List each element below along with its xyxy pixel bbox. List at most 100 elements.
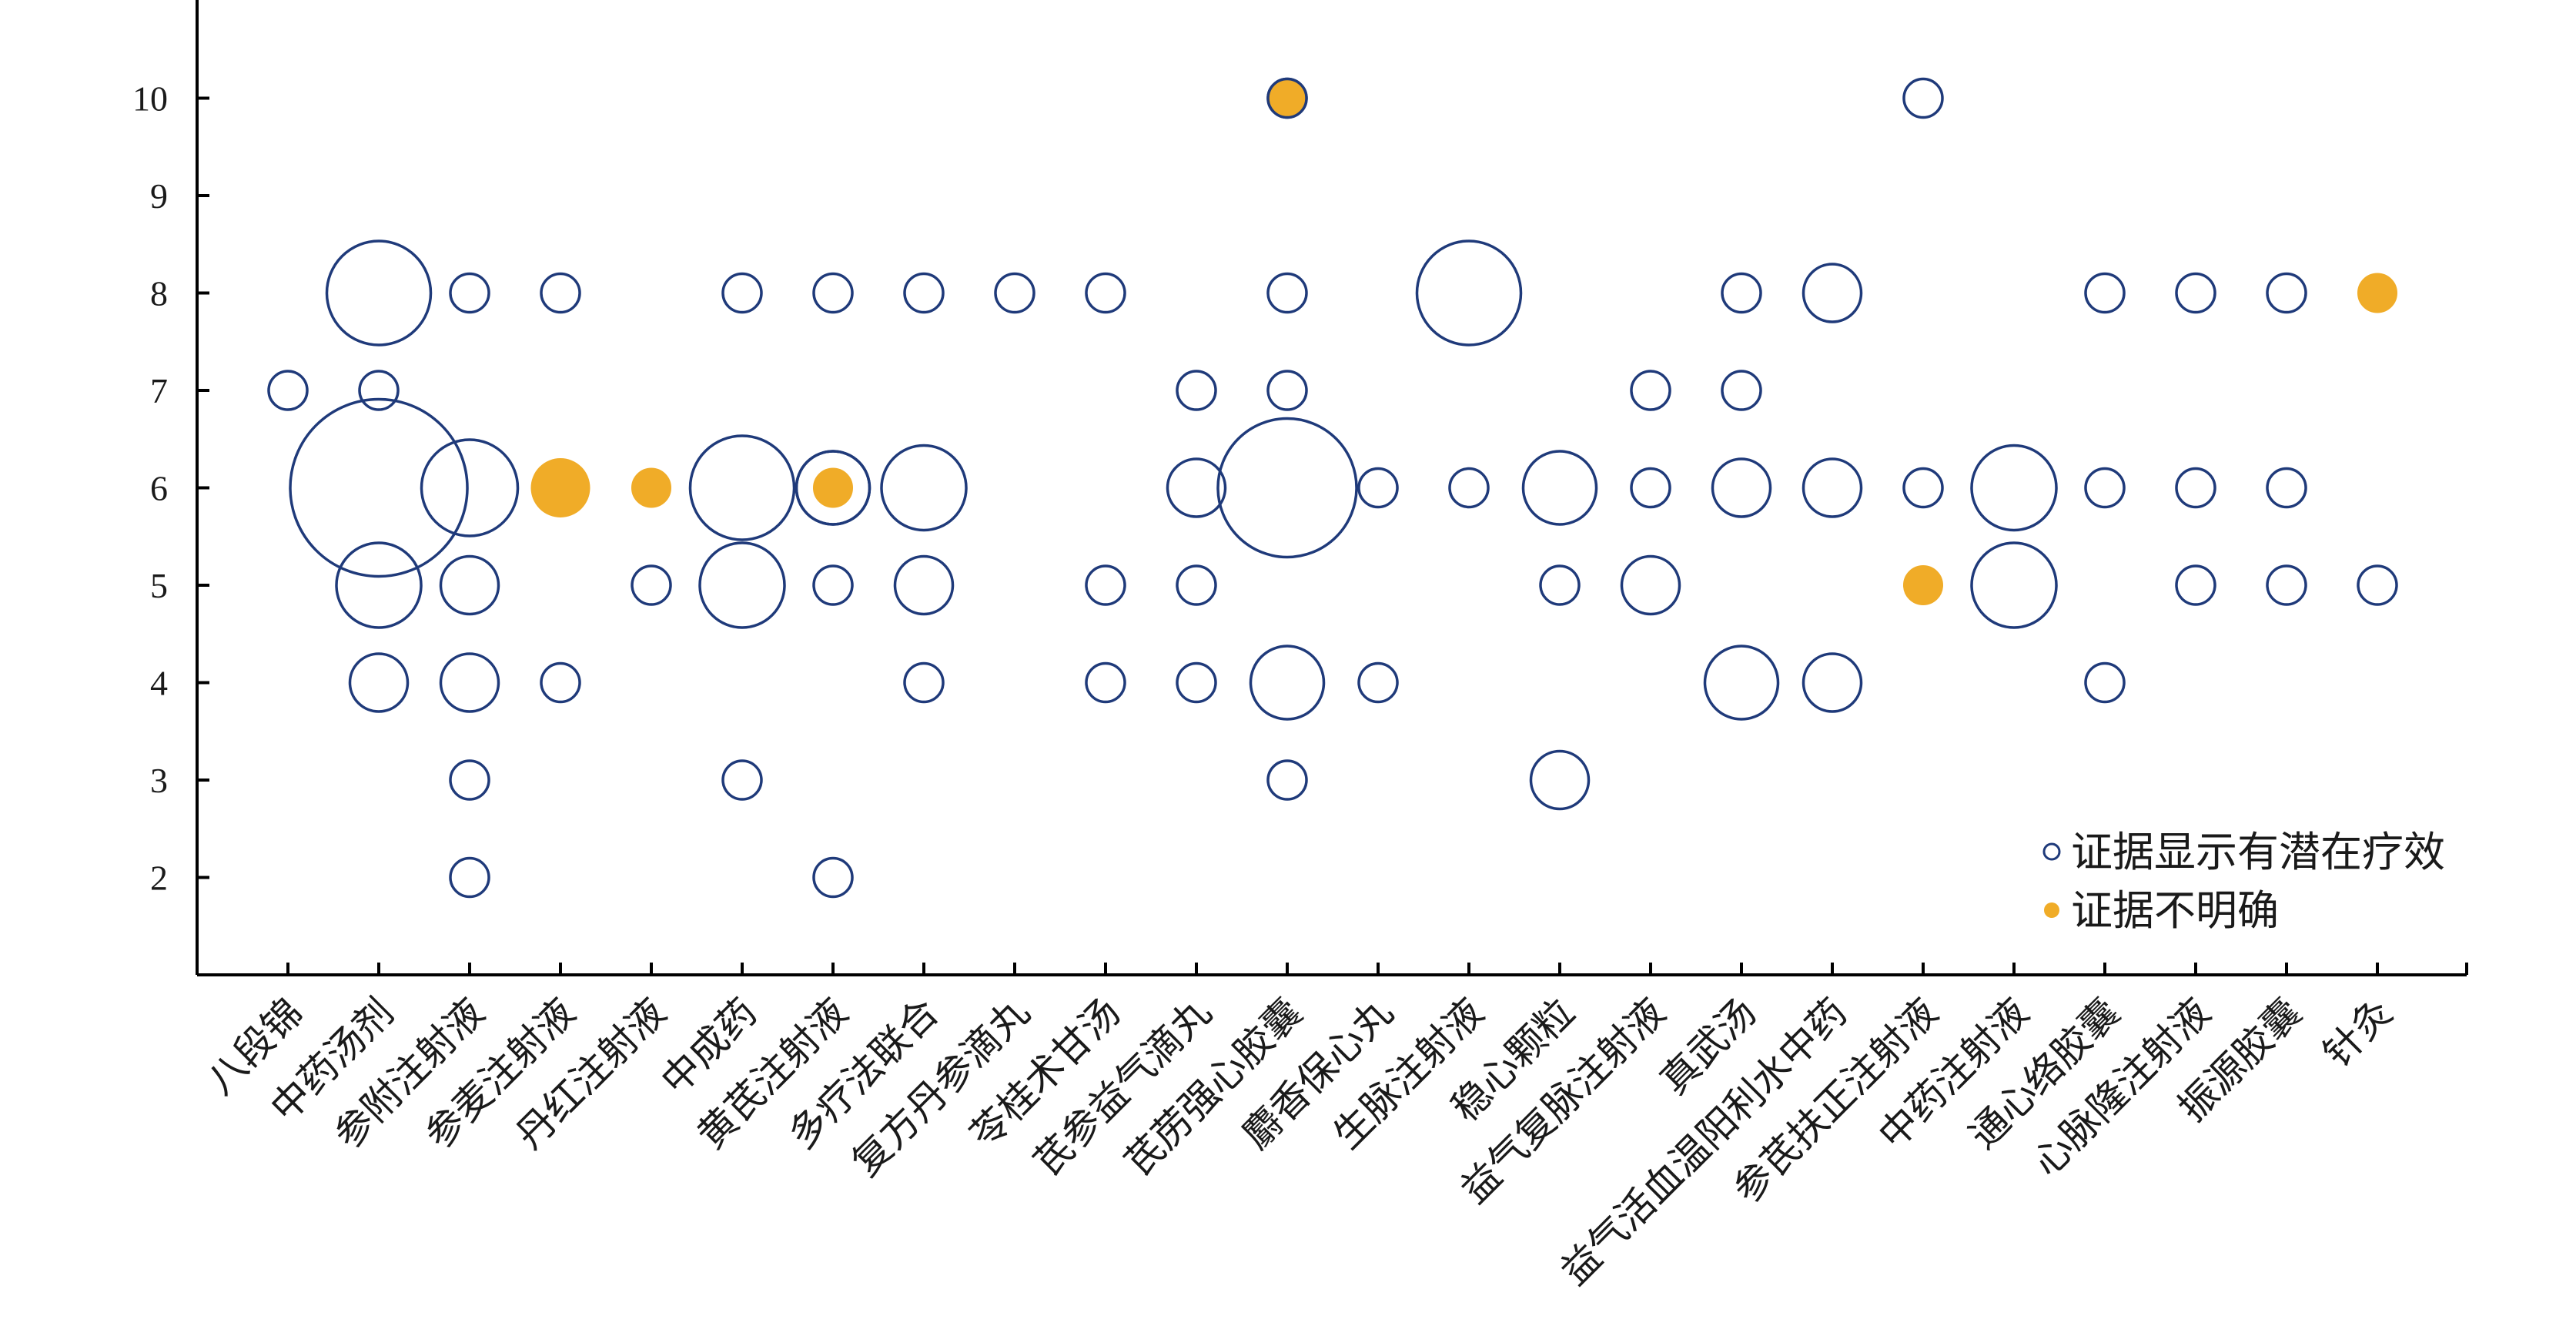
- bubble-potential: [1176, 564, 1217, 606]
- y-ticks: 2 3 4 5 6 7 8 9 10: [132, 79, 209, 898]
- bubble-unclear: [631, 467, 671, 508]
- bubble-potential: [698, 541, 786, 629]
- bubble-potential: [1970, 444, 2058, 532]
- bubble-potential: [1721, 370, 1762, 411]
- bubble-potential: [1085, 272, 1126, 314]
- x-tick-labels: 八段锦中药汤剂参附注射液参麦注射液丹红注射液中成药黄芪注射液多疗法联合复方丹参滴…: [198, 989, 2400, 1294]
- bubble-potential: [1266, 272, 1308, 314]
- bubble-potential: [1266, 759, 1308, 801]
- bubble-potential: [812, 564, 854, 606]
- legend-label-potential: 证据显示有潜在疗效: [2071, 828, 2445, 876]
- bubble-potential: [1630, 370, 1671, 411]
- bubble-potential: [1357, 661, 1399, 704]
- bubble-potential: [2266, 564, 2307, 606]
- bubble-potential: [335, 541, 423, 629]
- bubble-potential: [449, 272, 490, 314]
- bubble-potential: [267, 370, 309, 411]
- bubble-potential: [540, 272, 581, 314]
- bubble-potential: [1176, 370, 1217, 411]
- legend-marker-potential: [2042, 842, 2061, 861]
- y-tick-label: 4: [150, 664, 168, 703]
- bubble-potential: [1249, 645, 1326, 721]
- bubble-potential: [1415, 239, 1523, 347]
- bubble-potential: [289, 397, 469, 578]
- y-tick-label: 2: [150, 859, 168, 898]
- x-tick-label: 针灸: [2315, 989, 2401, 1076]
- bubble-potential: [1176, 661, 1217, 704]
- legend-marker-unclear: [2044, 902, 2059, 918]
- bubble-potential: [1802, 652, 1863, 713]
- bubble-potential: [880, 444, 968, 532]
- bubble-potential: [812, 856, 854, 899]
- bubble-potential: [1539, 564, 1581, 606]
- y-tick-label: 6: [150, 469, 168, 508]
- bubble-potential-overlay: [1266, 77, 1308, 119]
- bubble-potential: [358, 370, 400, 411]
- bubble-potential: [631, 564, 672, 606]
- y-tick-label: 9: [150, 176, 168, 216]
- bubble-potential: [1902, 467, 1944, 509]
- bubble-potential: [2084, 661, 2126, 704]
- bubble-potential: [1902, 77, 1944, 119]
- bubbles: [267, 77, 2398, 899]
- y-tick-label: 7: [150, 371, 168, 410]
- bubble-potential: [1166, 457, 1227, 518]
- bubble-potential: [1085, 564, 1126, 606]
- bubble-potential: [903, 661, 945, 704]
- legend-item-unclear: 证据不明确: [2044, 886, 2279, 935]
- bubble-potential: [1448, 467, 1490, 509]
- y-tick-label: 10: [132, 79, 168, 119]
- bubble-potential: [2175, 467, 2216, 509]
- bubble-potential: [721, 759, 763, 801]
- bubble-potential: [903, 272, 945, 314]
- bubble-potential: [893, 554, 955, 616]
- legend-item-potential: 证据显示有潜在疗效: [2042, 828, 2445, 876]
- bubble-potential: [721, 272, 763, 314]
- bubble-potential: [2084, 467, 2126, 509]
- legend-label-unclear: 证据不明确: [2071, 886, 2279, 935]
- bubble-potential: [449, 856, 490, 899]
- bubble-potential: [1970, 541, 2058, 629]
- bubble-potential: [2266, 272, 2307, 314]
- bubble-potential: [1216, 417, 1358, 559]
- bubble-potential: [2357, 564, 2398, 606]
- bubble-potential: [1357, 467, 1399, 509]
- bubble-potential: [420, 438, 520, 537]
- bubble-potential: [1802, 457, 1863, 518]
- y-tick-label: 5: [150, 566, 168, 605]
- bubble-potential: [2175, 272, 2216, 314]
- bubble-potential: [1620, 554, 1681, 616]
- bubble-potential: [1266, 370, 1308, 411]
- bubble-potential: [1711, 457, 1772, 518]
- axes: 2 3 4 5 6 7 8 9 10: [132, 0, 2468, 976]
- bubble-unclear: [1903, 565, 1943, 605]
- bubble-potential: [439, 652, 500, 713]
- bubble-potential: [439, 554, 500, 616]
- bubble-potential: [325, 239, 433, 347]
- bubble-potential: [1703, 645, 1780, 721]
- bubble-potential: [1521, 450, 1598, 526]
- bubble-potential: [1085, 661, 1126, 704]
- y-tick-label: 3: [150, 761, 168, 800]
- legend: 证据显示有潜在疗效 证据不明确: [2042, 828, 2445, 935]
- bubble-potential: [812, 272, 854, 314]
- bubble-potential-overlay: [795, 450, 871, 526]
- bubble-potential: [1802, 263, 1863, 323]
- bubble-unclear: [2357, 273, 2397, 313]
- bubble-potential: [1529, 749, 1591, 811]
- bubble-potential: [2266, 467, 2307, 509]
- x-ticks: [286, 963, 2468, 975]
- bubble-potential: [1721, 272, 1762, 314]
- bubble-potential: [688, 434, 796, 541]
- bubble-potential: [449, 759, 490, 801]
- bubble-potential: [2084, 272, 2126, 314]
- bubble-potential: [2175, 564, 2216, 606]
- bubble-unclear: [813, 467, 853, 508]
- bubble-unclear: [530, 458, 590, 517]
- bubble-potential: [348, 652, 410, 713]
- y-tick-label: 8: [150, 274, 168, 313]
- bubble-potential: [540, 661, 581, 704]
- bubble-potential: [994, 272, 1035, 314]
- bubble-potential: [1630, 467, 1671, 509]
